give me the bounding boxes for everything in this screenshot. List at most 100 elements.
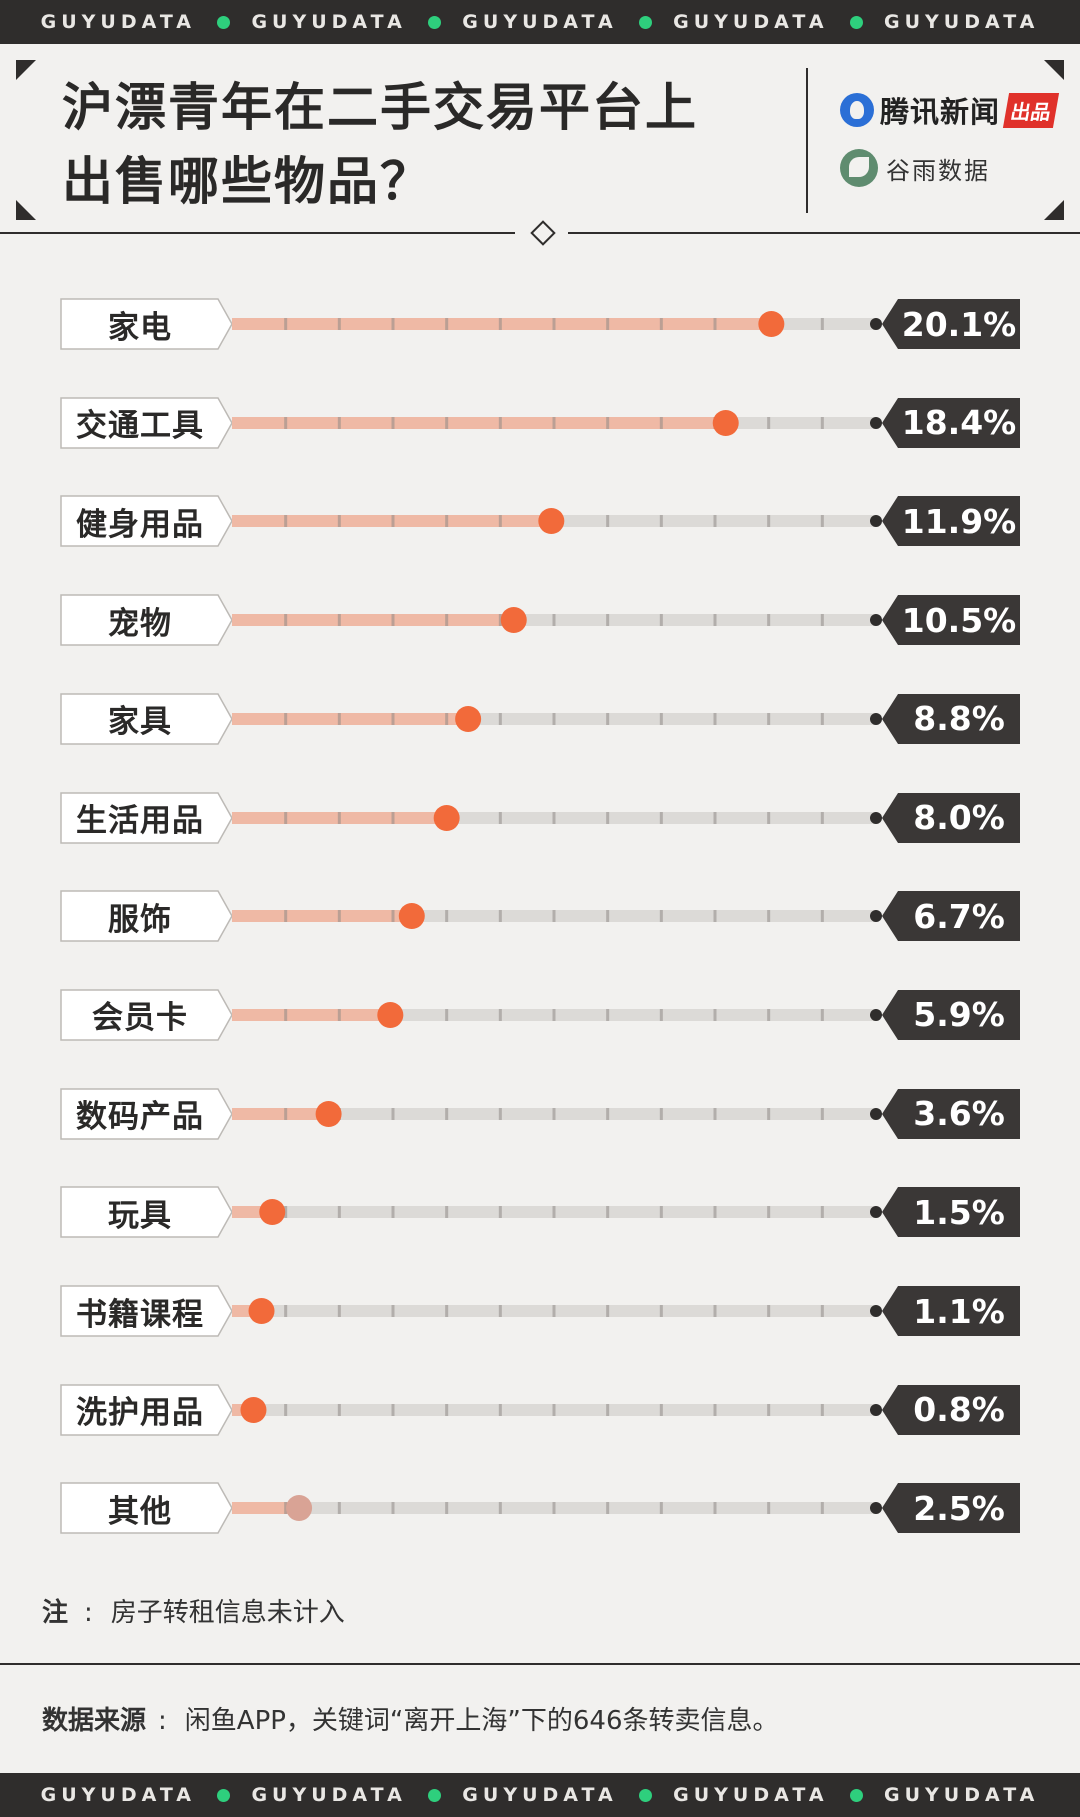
track-tick bbox=[391, 1305, 395, 1317]
chart-note: 注: 房子转租信息未计入 bbox=[42, 1598, 345, 1628]
category-label: 家电 bbox=[60, 298, 230, 350]
brand1-tag: 出品 bbox=[1002, 92, 1060, 128]
note-label: 注 bbox=[42, 1598, 69, 1628]
track-tick bbox=[391, 712, 395, 725]
track-tick bbox=[767, 1305, 771, 1317]
value-tag bbox=[882, 792, 1020, 843]
value-tag bbox=[882, 299, 1020, 349]
category-label-box bbox=[60, 1482, 233, 1535]
track-end-dot bbox=[870, 318, 882, 330]
chart-row-graphic bbox=[60, 693, 1020, 745]
value-label: 0.8% bbox=[880, 1384, 1020, 1436]
value-label-text: 18.4% bbox=[901, 403, 1017, 443]
track-end-dot bbox=[870, 1403, 882, 1416]
brand2-name: 谷雨数据 bbox=[886, 156, 990, 185]
track-tick bbox=[713, 1107, 717, 1120]
track-tick bbox=[820, 614, 824, 627]
track-tick bbox=[820, 515, 824, 528]
value-tag bbox=[882, 891, 1020, 942]
value-label: 1.1% bbox=[880, 1285, 1020, 1337]
chart-row: 洗护用品 0.8% bbox=[0, 1376, 1080, 1446]
bottom-ticker-band: GUYUDATA GUYUDATA GUYUDATA GUYUDATA GUYU… bbox=[0, 1773, 1080, 1817]
track-tick bbox=[606, 1107, 610, 1120]
chart-row-graphic bbox=[60, 1186, 1020, 1239]
header-divider bbox=[806, 68, 808, 213]
value-label-text: 6.7% bbox=[913, 896, 1005, 936]
value-label-text: 5.9% bbox=[913, 995, 1005, 1035]
track-tick bbox=[498, 416, 502, 429]
category-label-text: 家具 bbox=[108, 704, 172, 741]
track-tick bbox=[337, 1305, 341, 1317]
track-tick bbox=[391, 1107, 395, 1120]
track-tick bbox=[713, 1403, 717, 1416]
track-tick bbox=[606, 1502, 610, 1515]
track-tick bbox=[713, 1305, 717, 1317]
track-tick bbox=[713, 1008, 717, 1021]
value-tag bbox=[882, 693, 1020, 744]
track-tick bbox=[284, 318, 288, 330]
note-text: 房子转租信息未计入 bbox=[110, 1598, 345, 1628]
chart-row-graphic bbox=[60, 1383, 1020, 1436]
track-tick bbox=[659, 1305, 663, 1317]
source-text: 闲鱼APP，关键词“离开上海”下的646条转卖信息。 bbox=[184, 1706, 779, 1736]
track-tick bbox=[659, 1107, 663, 1120]
value-label-text: 10.5% bbox=[901, 600, 1017, 640]
chart-row-graphic bbox=[60, 1285, 1020, 1337]
footer-rule bbox=[0, 1663, 1080, 1665]
value-label-text: 11.9% bbox=[901, 501, 1017, 541]
value-dot bbox=[398, 903, 425, 930]
header-rule-right bbox=[568, 232, 1080, 234]
category-label-box bbox=[60, 791, 233, 844]
value-label: 8.0% bbox=[880, 792, 1020, 844]
track-tick bbox=[445, 1008, 449, 1021]
category-label-text: 会员卡 bbox=[92, 1000, 188, 1037]
value-label: 11.9% bbox=[880, 495, 1020, 547]
ticker-word: GUYUDATA bbox=[251, 1784, 407, 1806]
value-label: 6.7% bbox=[880, 890, 1020, 942]
track-tick bbox=[820, 1008, 824, 1021]
value-label: 20.1% bbox=[880, 298, 1020, 350]
ticker-word: GUYUDATA bbox=[462, 1784, 618, 1806]
track-tick bbox=[337, 416, 341, 429]
chart-row-graphic bbox=[60, 594, 1020, 646]
chart-row: 家电 20.1% bbox=[0, 290, 1080, 360]
track-tick bbox=[552, 712, 556, 725]
category-label: 书籍课程 bbox=[60, 1285, 230, 1337]
track-tick bbox=[445, 1305, 449, 1317]
track-tick bbox=[284, 1107, 288, 1120]
track-end-dot bbox=[870, 1206, 882, 1219]
track-tick bbox=[713, 515, 717, 528]
track-tick bbox=[391, 318, 395, 330]
category-label-text: 洗护用品 bbox=[76, 1395, 204, 1432]
track-tick bbox=[391, 1206, 395, 1219]
category-label-text: 数码产品 bbox=[76, 1099, 204, 1136]
header-corners bbox=[16, 60, 1064, 220]
track-end-dot bbox=[870, 1502, 882, 1515]
value-dot bbox=[538, 508, 565, 535]
track-tick bbox=[445, 1403, 449, 1416]
category-label: 生活用品 bbox=[60, 792, 230, 844]
track-tick bbox=[552, 1305, 556, 1317]
category-label-text: 书籍课程 bbox=[76, 1296, 204, 1333]
track-tick bbox=[606, 1008, 610, 1021]
track-end-dot bbox=[870, 712, 882, 725]
value-tag bbox=[882, 1384, 1020, 1435]
track-tick bbox=[284, 910, 288, 923]
track-tick bbox=[552, 910, 556, 923]
track-tick bbox=[606, 515, 610, 528]
track-tick bbox=[498, 1206, 502, 1219]
track-tick bbox=[498, 515, 502, 528]
track-tick bbox=[713, 811, 717, 824]
track-tick bbox=[659, 614, 663, 627]
value-label: 2.5% bbox=[880, 1482, 1020, 1534]
chart-row: 会员卡 5.9% bbox=[0, 981, 1080, 1051]
value-label-text: 8.8% bbox=[913, 699, 1005, 739]
track-tick bbox=[552, 1502, 556, 1515]
track-tick bbox=[820, 811, 824, 824]
ticker-dot bbox=[217, 15, 231, 29]
track-tick bbox=[284, 416, 288, 429]
value-label-text: 3.6% bbox=[913, 1094, 1005, 1134]
track-tick bbox=[767, 416, 771, 429]
value-tag bbox=[882, 1088, 1020, 1139]
chart-row: 生活用品 8.0% bbox=[0, 784, 1080, 854]
